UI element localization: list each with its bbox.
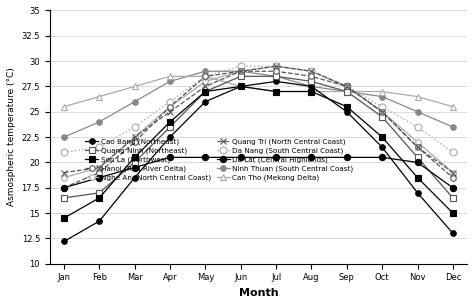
Y-axis label: Asmospheric temperature (°C): Asmospheric temperature (°C): [7, 68, 16, 206]
X-axis label: Month: Month: [238, 288, 278, 298]
Legend: Cao Bang (Northeast), Quang Ninh (Northeast), Son La (Northwest), Hanoi (Red Riv: Cao Bang (Northeast), Quang Ninh (Northe…: [82, 136, 356, 184]
